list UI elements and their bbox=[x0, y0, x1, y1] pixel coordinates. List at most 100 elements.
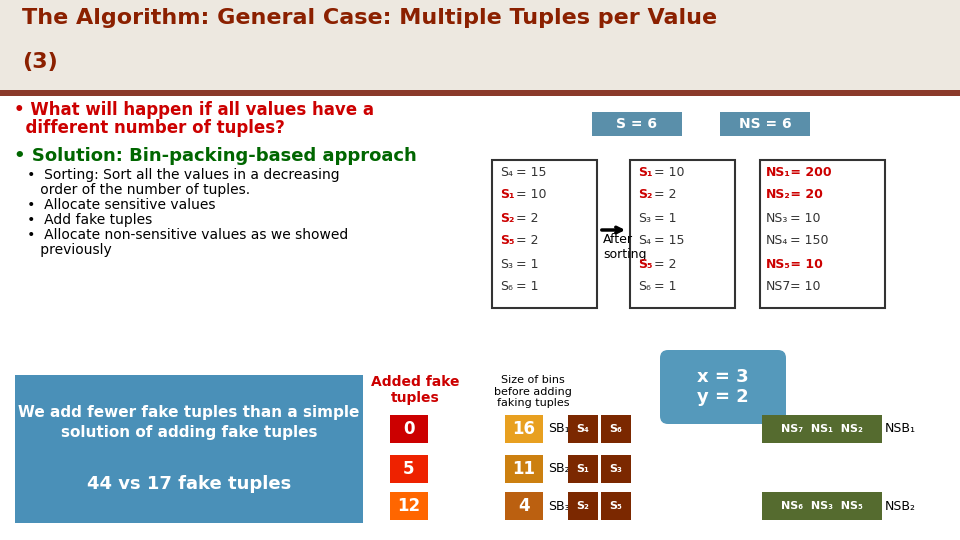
FancyBboxPatch shape bbox=[568, 415, 598, 443]
Text: x = 3
y = 2: x = 3 y = 2 bbox=[697, 368, 749, 407]
Text: After
sorting: After sorting bbox=[603, 233, 646, 261]
Text: NS₁: NS₁ bbox=[766, 165, 791, 179]
Text: S₂: S₂ bbox=[638, 188, 653, 201]
Text: = 10: = 10 bbox=[786, 258, 824, 271]
Text: S₅: S₅ bbox=[500, 234, 515, 247]
FancyBboxPatch shape bbox=[505, 415, 543, 443]
FancyBboxPatch shape bbox=[390, 492, 428, 520]
Text: different number of tuples?: different number of tuples? bbox=[14, 119, 285, 137]
Text: S₃: S₃ bbox=[610, 464, 622, 474]
FancyBboxPatch shape bbox=[601, 415, 631, 443]
Text: NS7: NS7 bbox=[766, 280, 791, 294]
Text: S = 6: S = 6 bbox=[616, 117, 658, 131]
FancyBboxPatch shape bbox=[601, 492, 631, 520]
Text: NS₄: NS₄ bbox=[766, 234, 788, 247]
FancyBboxPatch shape bbox=[0, 96, 960, 540]
Text: solution of adding fake tuples: solution of adding fake tuples bbox=[60, 425, 317, 440]
FancyBboxPatch shape bbox=[660, 350, 786, 424]
Text: Added fake
tuples: Added fake tuples bbox=[371, 375, 459, 405]
Text: SB₁: SB₁ bbox=[548, 422, 569, 435]
Text: S₂: S₂ bbox=[500, 212, 515, 225]
FancyBboxPatch shape bbox=[762, 492, 882, 520]
Text: We add fewer fake tuples than a simple: We add fewer fake tuples than a simple bbox=[18, 405, 360, 420]
Text: = 20: = 20 bbox=[786, 188, 824, 201]
Text: NS₃: NS₃ bbox=[766, 212, 788, 225]
Text: S₁: S₁ bbox=[500, 188, 515, 201]
FancyBboxPatch shape bbox=[492, 160, 597, 308]
Text: SB₃: SB₃ bbox=[548, 500, 569, 512]
Text: The Algorithm: General Case: Multiple Tuples per Value: The Algorithm: General Case: Multiple Tu… bbox=[22, 8, 717, 28]
FancyBboxPatch shape bbox=[568, 455, 598, 483]
Text: = 15: = 15 bbox=[513, 165, 547, 179]
Text: SB₂: SB₂ bbox=[548, 462, 569, 476]
Text: = 200: = 200 bbox=[786, 165, 832, 179]
Text: NS₂: NS₂ bbox=[766, 188, 791, 201]
Text: NS₆  NS₃  NS₅: NS₆ NS₃ NS₅ bbox=[781, 501, 863, 511]
FancyBboxPatch shape bbox=[505, 455, 543, 483]
FancyBboxPatch shape bbox=[630, 160, 735, 308]
Text: NSB₂: NSB₂ bbox=[885, 500, 916, 512]
FancyBboxPatch shape bbox=[505, 492, 543, 520]
FancyBboxPatch shape bbox=[0, 0, 960, 90]
Text: • Solution: Bin-packing-based approach: • Solution: Bin-packing-based approach bbox=[14, 147, 417, 165]
Text: S₁: S₁ bbox=[577, 464, 589, 474]
Text: S₃: S₃ bbox=[500, 258, 513, 271]
Text: NS₇  NS₁  NS₂: NS₇ NS₁ NS₂ bbox=[781, 424, 863, 434]
Text: = 1: = 1 bbox=[651, 212, 677, 225]
FancyBboxPatch shape bbox=[568, 492, 598, 520]
FancyBboxPatch shape bbox=[720, 112, 810, 136]
Text: = 10: = 10 bbox=[786, 280, 821, 294]
Text: S₆: S₆ bbox=[500, 280, 513, 294]
FancyBboxPatch shape bbox=[15, 375, 363, 523]
Text: = 10: = 10 bbox=[786, 212, 821, 225]
Text: S₅: S₅ bbox=[610, 501, 622, 511]
Text: = 15: = 15 bbox=[651, 234, 684, 247]
Text: = 1: = 1 bbox=[513, 258, 539, 271]
Text: 44 vs 17 fake tuples: 44 vs 17 fake tuples bbox=[86, 475, 291, 493]
Text: NSB₁: NSB₁ bbox=[885, 422, 916, 435]
FancyBboxPatch shape bbox=[760, 160, 885, 308]
FancyBboxPatch shape bbox=[390, 455, 428, 483]
Text: = 2: = 2 bbox=[513, 234, 539, 247]
Text: 0: 0 bbox=[403, 420, 415, 438]
Text: = 1: = 1 bbox=[513, 280, 539, 294]
Text: S₄: S₄ bbox=[577, 424, 589, 434]
Text: •  Allocate non-sensitive values as we showed: • Allocate non-sensitive values as we sh… bbox=[14, 228, 348, 242]
Text: = 10: = 10 bbox=[513, 188, 547, 201]
Text: 5: 5 bbox=[403, 460, 415, 478]
Text: S₄: S₄ bbox=[500, 165, 513, 179]
Text: 4: 4 bbox=[518, 497, 530, 515]
Text: •  Sorting: Sort all the values in a decreasing: • Sorting: Sort all the values in a decr… bbox=[14, 168, 340, 182]
Text: previously: previously bbox=[14, 243, 111, 257]
Text: S₆: S₆ bbox=[638, 280, 651, 294]
Text: = 2: = 2 bbox=[651, 188, 677, 201]
Text: •  Add fake tuples: • Add fake tuples bbox=[14, 213, 153, 227]
Text: S₆: S₆ bbox=[610, 424, 622, 434]
Text: S₃: S₃ bbox=[638, 212, 651, 225]
Text: Size of bins
before adding
faking tuples: Size of bins before adding faking tuples bbox=[494, 375, 572, 408]
Text: 16: 16 bbox=[513, 420, 536, 438]
Text: order of the number of tuples.: order of the number of tuples. bbox=[14, 183, 251, 197]
Text: = 10: = 10 bbox=[651, 165, 684, 179]
FancyBboxPatch shape bbox=[601, 455, 631, 483]
Text: 12: 12 bbox=[397, 497, 420, 515]
FancyBboxPatch shape bbox=[762, 415, 882, 443]
Text: = 2: = 2 bbox=[651, 258, 677, 271]
Text: = 2: = 2 bbox=[513, 212, 539, 225]
FancyBboxPatch shape bbox=[592, 112, 682, 136]
Text: S₄: S₄ bbox=[638, 234, 651, 247]
FancyBboxPatch shape bbox=[0, 90, 960, 96]
Text: S₂: S₂ bbox=[577, 501, 589, 511]
Text: S₁: S₁ bbox=[638, 165, 653, 179]
Text: S₅: S₅ bbox=[638, 258, 653, 271]
Text: = 1: = 1 bbox=[651, 280, 677, 294]
Text: • What will happen if all values have a: • What will happen if all values have a bbox=[14, 101, 374, 119]
Text: = 150: = 150 bbox=[786, 234, 828, 247]
FancyBboxPatch shape bbox=[900, 2, 955, 87]
Text: (3): (3) bbox=[22, 52, 58, 72]
FancyBboxPatch shape bbox=[390, 415, 428, 443]
Text: NS₅: NS₅ bbox=[766, 258, 791, 271]
Text: NS = 6: NS = 6 bbox=[738, 117, 791, 131]
Text: •  Allocate sensitive values: • Allocate sensitive values bbox=[14, 198, 215, 212]
Text: 11: 11 bbox=[513, 460, 536, 478]
